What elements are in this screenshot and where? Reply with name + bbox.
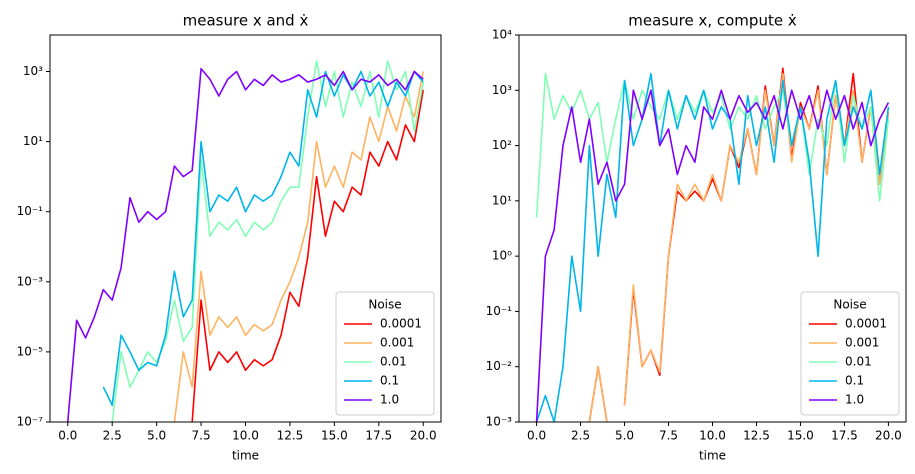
x-tick-label: 5.0 <box>147 429 166 443</box>
legend-label: 0.001 <box>380 336 414 350</box>
y-tick-label: 10³ <box>23 64 43 78</box>
y-tick-label: 10² <box>492 138 512 152</box>
y-tick-label: 10⁻² <box>486 359 513 373</box>
y-tick-label: 10¹ <box>492 193 512 207</box>
legend-label: 0.1 <box>845 374 864 388</box>
x-axis-label: time <box>699 449 726 463</box>
series-line <box>66 67 424 422</box>
legend-box <box>335 291 435 416</box>
x-tick-label: 17.5 <box>831 429 858 443</box>
y-tick-label: 10⁻¹ <box>17 204 44 218</box>
series-line <box>102 70 424 407</box>
x-tick-label: 12.5 <box>743 429 770 443</box>
series-line <box>173 71 425 422</box>
y-tick-label: 10³ <box>492 83 512 97</box>
legend-label: 0.01 <box>380 355 407 369</box>
x-tick-label: 10.0 <box>699 429 726 443</box>
series-line <box>111 60 425 422</box>
x-tick-label: 0.0 <box>58 429 77 443</box>
x-tick-label: 7.5 <box>659 429 678 443</box>
x-tick-label: 5.0 <box>615 429 634 443</box>
x-tick-label: 0.0 <box>527 429 546 443</box>
series-line <box>191 89 425 422</box>
series-line <box>535 72 890 422</box>
chart-title: measure x, compute ẋ <box>628 12 797 30</box>
plot-lines <box>66 60 425 422</box>
legend-label: 0.0001 <box>845 317 887 331</box>
y-tick-label: 10⁻³ <box>486 415 513 429</box>
legend-title: Noise <box>833 298 866 312</box>
y-tick-label: 10⁻⁵ <box>17 344 44 358</box>
x-tick-label: 7.5 <box>192 429 211 443</box>
y-tick-label: 10¹ <box>23 134 43 148</box>
legend-box <box>800 291 900 416</box>
x-tick-label: 12.5 <box>277 429 304 443</box>
legend-label: 1.0 <box>380 393 399 407</box>
x-tick-label: 15.0 <box>321 429 348 443</box>
legend-title: Noise <box>368 298 401 312</box>
y-tick-label: 10⁴ <box>492 28 512 42</box>
x-tick-label: 2.5 <box>571 429 590 443</box>
y-tick-label: 10⁻⁷ <box>17 415 44 429</box>
x-tick-label: 20.0 <box>875 429 902 443</box>
x-axis-label: time <box>232 449 259 463</box>
x-tick-label: 10.0 <box>232 429 259 443</box>
series-line <box>535 89 890 422</box>
x-tick-label: 2.5 <box>103 429 122 443</box>
series-line <box>535 72 890 218</box>
y-tick-label: 10⁰ <box>492 249 512 263</box>
y-tick-label: 10⁻¹ <box>486 304 513 318</box>
legend-label: 0.1 <box>380 374 399 388</box>
x-tick-label: 17.5 <box>365 429 392 443</box>
legend-label: 1.0 <box>845 393 864 407</box>
legend-label: 0.0001 <box>380 317 422 331</box>
x-tick-label: 20.0 <box>410 429 437 443</box>
plot-lines <box>535 67 890 422</box>
legend-label: 0.01 <box>845 355 872 369</box>
x-tick-label: 15.0 <box>787 429 814 443</box>
legend-label: 0.001 <box>845 336 879 350</box>
y-tick-label: 10⁻³ <box>17 274 44 288</box>
chart-title: measure x and ẋ <box>183 12 309 30</box>
